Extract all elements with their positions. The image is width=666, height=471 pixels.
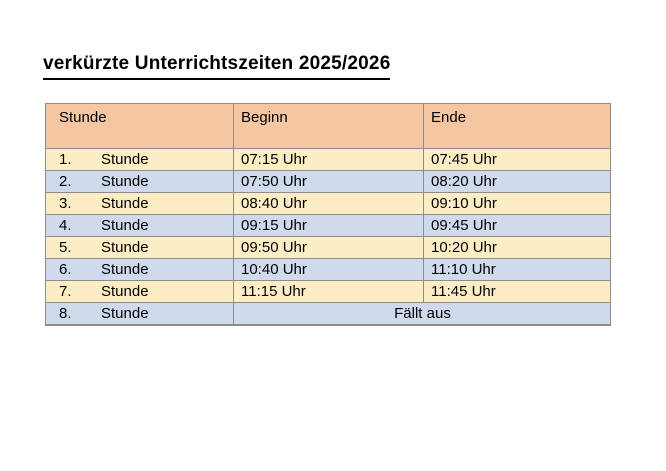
lesson-label: Stunde [101,305,149,322]
lesson-cell: 8. Stunde [45,302,234,326]
lesson-number: 1. [59,151,72,168]
ende-cell: 09:10 Uhr [423,192,611,215]
lesson-cell: 3. Stunde [45,192,234,215]
ende-cell: 09:45 Uhr [423,214,611,237]
lesson-number: 2. [59,173,72,190]
ende-cell: 11:45 Uhr [423,280,611,303]
lesson-cell: 1. Stunde [45,148,234,171]
lesson-number: 4. [59,217,72,234]
ende-cell: 08:20 Uhr [423,170,611,193]
ende-cell: 07:45 Uhr [423,148,611,171]
beginn-cell: 09:15 Uhr [233,214,424,237]
lesson-cell: 7. Stunde [45,280,234,303]
table-row: 4. Stunde 09:15 Uhr 09:45 Uhr [45,214,611,237]
schedule-table: Stunde Beginn Ende 1. Stunde 07:15 Uhr 07… [45,103,611,326]
lesson-cell: 6. Stunde [45,258,234,281]
table-row: 5. Stunde 09:50 Uhr 10:20 Uhr [45,236,611,259]
ende-cell: 11:10 Uhr [423,258,611,281]
table-row: 3. Stunde 08:40 Uhr 09:10 Uhr [45,192,611,215]
lesson-label: Stunde [101,239,149,256]
beginn-cell: 07:15 Uhr [233,148,424,171]
lesson-cell: 5. Stunde [45,236,234,259]
column-header-stunde: Stunde [45,103,234,149]
lesson-cell: 2. Stunde [45,170,234,193]
beginn-cell: 10:40 Uhr [233,258,424,281]
lesson-number: 5. [59,239,72,256]
lesson-label: Stunde [101,217,149,234]
beginn-cell: 07:50 Uhr [233,170,424,193]
ende-cell: 10:20 Uhr [423,236,611,259]
page-title: verkürzte Unterrichtszeiten 2025/2026 [43,53,391,80]
lesson-label: Stunde [101,195,149,212]
table-row: 8. Stunde Fällt aus [45,302,611,326]
lesson-label: Stunde [101,261,149,278]
lesson-number: 3. [59,195,72,212]
lesson-label: Stunde [101,173,149,190]
lesson-number: 8. [59,305,72,322]
table-header-row: Stunde Beginn Ende [45,103,611,149]
lesson-label: Stunde [101,151,149,168]
table-row: 6. Stunde 10:40 Uhr 11:10 Uhr [45,258,611,281]
lesson-cell: 4. Stunde [45,214,234,237]
table-row: 7. Stunde 11:15 Uhr 11:45 Uhr [45,280,611,303]
beginn-cell: 09:50 Uhr [233,236,424,259]
table-row: 1. Stunde 07:15 Uhr 07:45 Uhr [45,148,611,171]
lesson-label: Stunde [101,283,149,300]
beginn-cell: 11:15 Uhr [233,280,424,303]
table-row: 2. Stunde 07:50 Uhr 08:20 Uhr [45,170,611,193]
cancelled-cell: Fällt aus [233,302,611,326]
lesson-number: 7. [59,283,72,300]
lesson-number: 6. [59,261,72,278]
column-header-beginn: Beginn [233,103,424,149]
beginn-cell: 08:40 Uhr [233,192,424,215]
column-header-ende: Ende [423,103,611,149]
